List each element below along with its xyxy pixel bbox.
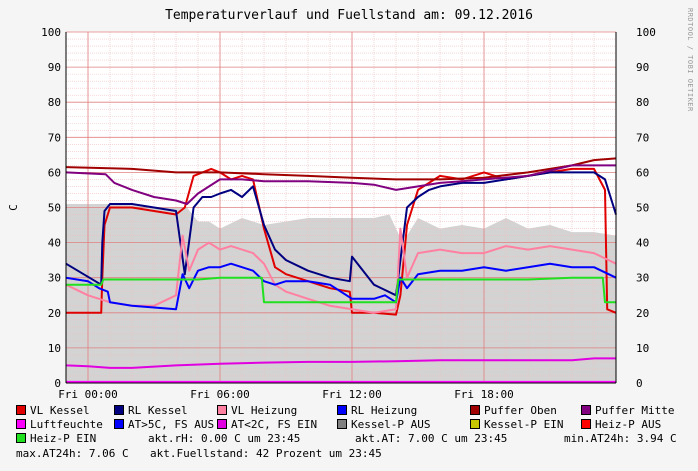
chart-title: Temperaturverlauf und Fuellstand am: 09.… [165,8,533,23]
legend-label: Luftfeuchte [30,418,103,431]
legend-swatch [470,419,480,429]
y-tick-label-left: 100 [41,26,61,39]
legend-label: VL Kessel [30,404,90,417]
y-tick-label-right: 100 [636,26,656,39]
legend-label: Puffer Oben [484,404,557,417]
legend-swatch [217,419,227,429]
y-tick-label-right: 40 [636,237,649,250]
legend-item: VL Kessel [16,404,90,417]
area-layer [66,204,616,383]
y-axis-label: C [7,204,20,211]
series-line-1 [65,171,617,297]
legend-item: Puffer Oben [470,404,557,417]
y-tick-label-left: 50 [48,202,61,215]
legend-swatch [581,419,591,429]
legend-label: RL Kessel [128,404,188,417]
stat-min: min.AT24h: 3.94 C [564,432,677,445]
area-kessel-p-aus [66,204,616,383]
legend-label: AT<2C, FS EIN [231,418,318,431]
y-tick-label-right: 20 [636,307,649,320]
legend-item: Kessel-P EIN [470,418,563,431]
y-tick-label-right: 80 [636,96,649,109]
watermark: RRDTOOL / TOBI OETIKER [686,8,694,112]
legend-item: RL Heizung [337,404,417,417]
stat-at: akt.AT: 7.00 C um 23:45 [355,432,508,445]
legend-swatch [16,405,26,415]
series-line-8 [65,357,616,369]
legend-label: Kessel-P EIN [484,418,564,431]
y-tick-label-left: 60 [48,166,61,179]
legend-label: RL Heizung [351,404,418,417]
legend-item: VL Heizung [217,404,297,417]
legend-item: Kessel-P AUS [337,418,430,431]
legend-swatch [470,405,480,415]
legend-swatch [217,405,227,415]
legend-item: AT<2C, FS EIN [217,418,317,431]
y-tick-label-left: 80 [48,96,61,109]
legend-item: Heiz-P EIN [16,432,96,445]
y-tick-label-right: 70 [636,131,649,144]
y-tick-label-right: 0 [636,377,643,390]
legend-item: Puffer Mitte [581,404,674,417]
legend-item: AT>5C, FS AUS [114,418,214,431]
x-tick-label: Fri 00:00 [58,388,118,401]
legend-item: Luftfeuchte [16,418,103,431]
y-tick-label-right: 10 [636,342,649,355]
y-tick-label-left: 70 [48,131,61,144]
x-tick-label: Fri 18:00 [454,388,514,401]
series-line-12 [66,276,616,304]
y-tick-label-left: 0 [54,377,61,390]
stat-max: max.AT24h: 7.06 C [16,447,129,460]
legend-label: VL Heizung [231,404,298,417]
stat-rh: akt.rH: 0.00 C um 23:45 [148,432,301,445]
legend-label: Heiz-P EIN [30,432,97,445]
legend-item: RL Kessel [114,404,188,417]
legend-label: Puffer Mitte [595,404,675,417]
series-line-3 [65,262,617,311]
legend-item: Heiz-P AUS [581,418,661,431]
y-tick-label-left: 90 [48,61,61,74]
legend-swatch [581,405,591,415]
legend-swatch [337,419,347,429]
legend-swatch [16,419,26,429]
y-tick-label-left: 40 [48,237,61,250]
legend-label: Heiz-P AUS [595,418,662,431]
y-tick-label-right: 60 [636,166,649,179]
x-tick-label: Fri 06:00 [190,388,250,401]
series-line-5 [65,164,616,205]
y-tick-label-right: 90 [636,61,649,74]
y-tick-label-right: 30 [636,272,649,285]
legend-swatch [16,433,26,443]
y-tick-label-left: 30 [48,272,61,285]
legend-swatch [337,405,347,415]
axis-layer: 0 0 10 10 20 20 30 30 40 40 50 50 60 60 70 70 80 80 90 90 10… [7,26,656,401]
y-tick-label-left: 10 [48,342,61,355]
legend-label: AT>5C, FS AUS [128,418,215,431]
series-line-2 [65,227,617,314]
legend-swatch [114,405,124,415]
y-tick-label-left: 20 [48,307,61,320]
y-tick-label-right: 50 [636,202,649,215]
series-layer [65,157,617,383]
stat-fill: akt.Fuellstand: 42 Prozent um 23:45 [150,447,382,460]
x-tick-label: Fri 12:00 [322,388,382,401]
legend-swatch [114,419,124,429]
legend-label: Kessel-P AUS [351,418,431,431]
